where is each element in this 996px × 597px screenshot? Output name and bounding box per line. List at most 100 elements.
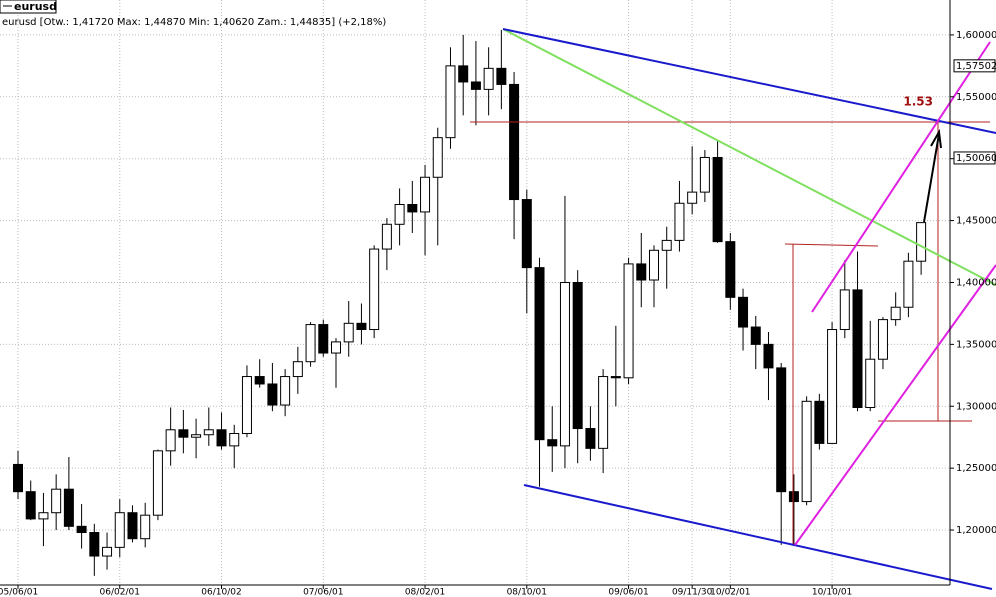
y-tick-label: 1,35000 bbox=[956, 339, 996, 350]
x-tick-label: 06/02/01 bbox=[100, 588, 140, 597]
candle-body bbox=[38, 512, 49, 520]
candle-body bbox=[521, 199, 532, 269]
candle-body bbox=[331, 341, 341, 354]
drawings bbox=[470, 28, 996, 590]
x-tick-label: 06/10/02 bbox=[201, 588, 241, 597]
candle-body bbox=[25, 491, 36, 520]
candle-body bbox=[547, 439, 558, 447]
candle-body bbox=[865, 358, 876, 408]
price-box bbox=[953, 59, 996, 73]
candle-body bbox=[661, 239, 672, 251]
candle-body bbox=[776, 367, 787, 493]
candle-body bbox=[877, 319, 888, 360]
candle-body bbox=[51, 488, 62, 514]
x-tick-label: 08/02/01 bbox=[405, 588, 445, 597]
candle-body bbox=[470, 81, 481, 90]
candle-body bbox=[76, 525, 87, 534]
candle-body bbox=[890, 306, 901, 321]
y-tick-label: 1,55000 bbox=[956, 92, 996, 103]
candle-body bbox=[725, 241, 736, 298]
candle-body bbox=[292, 361, 303, 378]
candle-body bbox=[636, 263, 647, 281]
candle-body bbox=[152, 450, 163, 516]
candle-body bbox=[178, 429, 189, 438]
y-tick-label: 1,45000 bbox=[956, 216, 996, 227]
candle-body bbox=[394, 203, 405, 225]
price-label: 1,50060 bbox=[956, 153, 996, 164]
candle-body bbox=[203, 429, 214, 436]
y-tick-label: 1,60000 bbox=[956, 30, 996, 41]
tab bbox=[0, 0, 57, 14]
candle-body bbox=[699, 156, 710, 193]
candle-body bbox=[114, 512, 125, 548]
candle-body bbox=[267, 383, 278, 406]
candle-body bbox=[458, 65, 469, 83]
candle-body bbox=[407, 203, 418, 213]
x-tick-label: 10/02/01 bbox=[710, 588, 750, 597]
arrow bbox=[923, 133, 940, 223]
magenta-trendline bbox=[794, 264, 996, 546]
y-tick-label: 1,30000 bbox=[956, 401, 996, 412]
candle-body bbox=[903, 260, 914, 308]
candle-body bbox=[445, 65, 456, 139]
candle-body bbox=[318, 324, 329, 354]
x-tick-label: 09/06/01 bbox=[608, 588, 648, 597]
candle-body bbox=[254, 376, 265, 385]
candle-body bbox=[649, 249, 659, 281]
chart-title: eurusd [Otw.: 1,41720 Max: 1,44870 Min: … bbox=[2, 17, 386, 28]
candle-body bbox=[216, 429, 227, 447]
candle-body bbox=[305, 324, 316, 363]
axes: 1,20000 1,25000 1,30000 1,35000 1,40000 1,450… bbox=[0, 30, 996, 597]
candle-body bbox=[801, 400, 812, 503]
candle-body bbox=[534, 267, 545, 441]
candle-body bbox=[738, 296, 749, 328]
candle-body bbox=[432, 137, 443, 178]
candle-body bbox=[381, 223, 392, 250]
candle-body bbox=[598, 376, 609, 449]
candle-body bbox=[839, 289, 850, 331]
candle-body bbox=[13, 463, 23, 493]
candles bbox=[13, 29, 927, 576]
candle-body bbox=[788, 491, 799, 503]
blue-trendline bbox=[502, 28, 996, 134]
red-line bbox=[784, 243, 879, 247]
candle-body bbox=[140, 514, 151, 540]
magenta-trendline bbox=[811, 41, 991, 313]
x-tick-label: 07/06/01 bbox=[303, 588, 343, 597]
candle-body bbox=[509, 83, 520, 201]
candle-body bbox=[356, 322, 367, 331]
candle-body bbox=[241, 376, 252, 434]
candle-body bbox=[763, 343, 774, 369]
blue-trendline bbox=[523, 484, 993, 590]
candle-body bbox=[585, 428, 596, 449]
green-trendline bbox=[502, 28, 996, 286]
x-tick-label: 10/10/01 bbox=[812, 588, 852, 597]
candle-body bbox=[483, 67, 494, 90]
candle-body bbox=[191, 434, 202, 438]
y-tick-label: 1,25000 bbox=[956, 463, 996, 474]
x-tick-label: 05/06/01 bbox=[0, 588, 38, 597]
candle-body bbox=[814, 400, 825, 444]
annotation: 1.53 bbox=[903, 95, 933, 109]
candle-body bbox=[623, 263, 634, 379]
candle-body bbox=[369, 248, 380, 331]
price-label: 1,57502 bbox=[956, 61, 996, 72]
candle-body bbox=[63, 488, 74, 527]
candle-body bbox=[852, 289, 863, 408]
candle-body bbox=[89, 532, 100, 557]
candle-body bbox=[750, 326, 761, 345]
candle-body bbox=[572, 281, 583, 430]
x-tick-label: 09/11/30 bbox=[672, 588, 713, 597]
candle-body bbox=[420, 176, 431, 213]
candle-body bbox=[496, 67, 507, 85]
candle-body bbox=[610, 376, 621, 379]
candle-body bbox=[127, 512, 138, 540]
candle-body bbox=[674, 202, 685, 241]
y-tick-label: 1,40000 bbox=[956, 277, 996, 288]
candle-body bbox=[916, 222, 927, 262]
candle-body bbox=[712, 156, 723, 243]
tab-label: eurusd bbox=[14, 0, 57, 13]
candle-body bbox=[827, 329, 838, 444]
candle-body bbox=[343, 322, 354, 343]
